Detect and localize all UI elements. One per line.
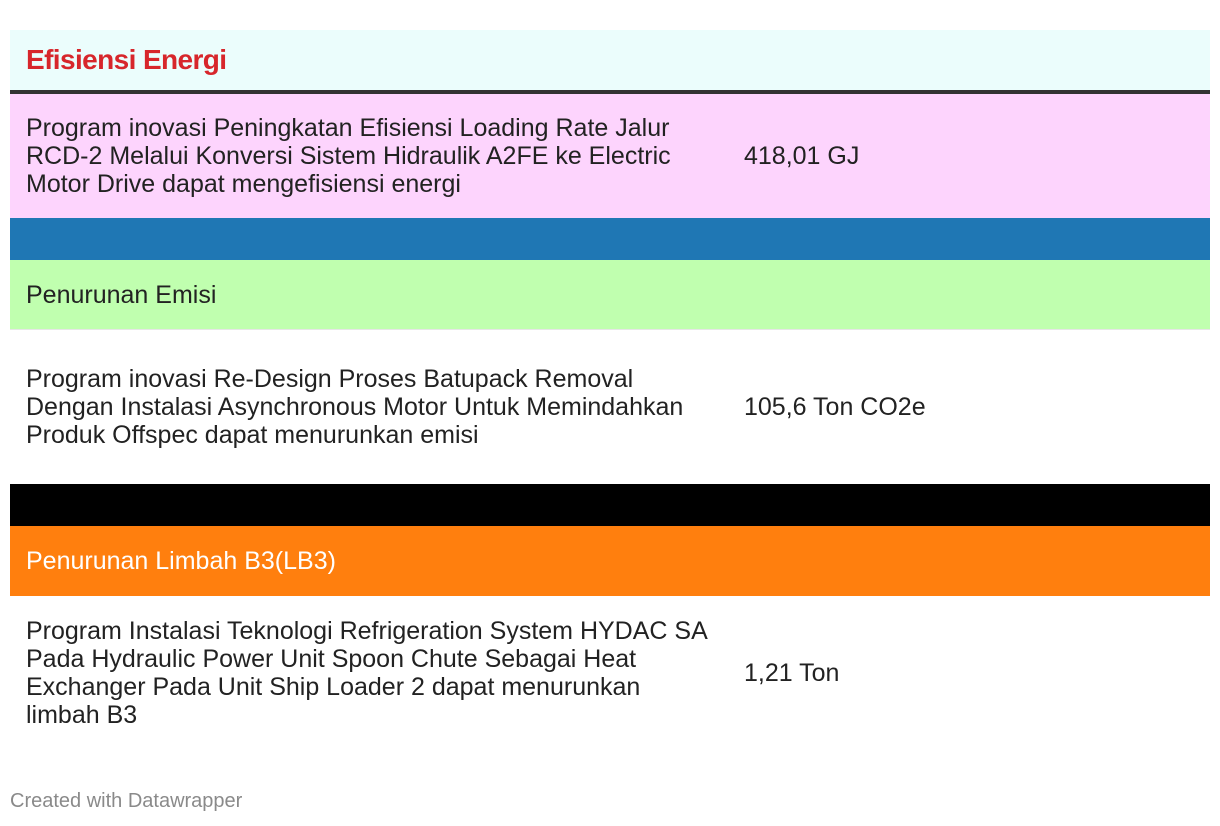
section-header-row: Penurunan Emisi (10, 260, 1210, 330)
row-label: Program inovasi Peningkatan Efisiensi Lo… (26, 114, 671, 198)
section-header-label: Penurunan Emisi (26, 280, 217, 309)
row-label: Program inovasi Re-Design Proses Batupac… (26, 365, 684, 449)
section-header-label: Penurunan Limbah B3(LB3) (26, 547, 336, 575)
data-table: Efisiensi Energi Program inovasi Peningk… (10, 30, 1210, 750)
row-label: Program Instalasi Teknologi Refrigeratio… (26, 617, 707, 729)
black-separator-row (10, 484, 1210, 526)
blue-separator-row (10, 218, 1210, 260)
datawrapper-credit: Created with Datawrapper (10, 790, 243, 812)
row-value: 1,21 Ton (744, 659, 840, 687)
row-value: 105,6 Ton CO2e (744, 393, 926, 421)
table-row: Program inovasi Re-Design Proses Batupac… (10, 330, 1210, 484)
section-header-row: Penurunan Limbah B3(LB3) (10, 526, 1210, 596)
row-value: 418,01 GJ (744, 142, 860, 170)
table-title: Efisiensi Energi (26, 44, 227, 75)
table-header-row: Efisiensi Energi (10, 30, 1210, 94)
table-row: Program inovasi Peningkatan Efisiensi Lo… (10, 94, 1210, 218)
table-row: Program Instalasi Teknologi Refrigeratio… (10, 596, 1210, 750)
